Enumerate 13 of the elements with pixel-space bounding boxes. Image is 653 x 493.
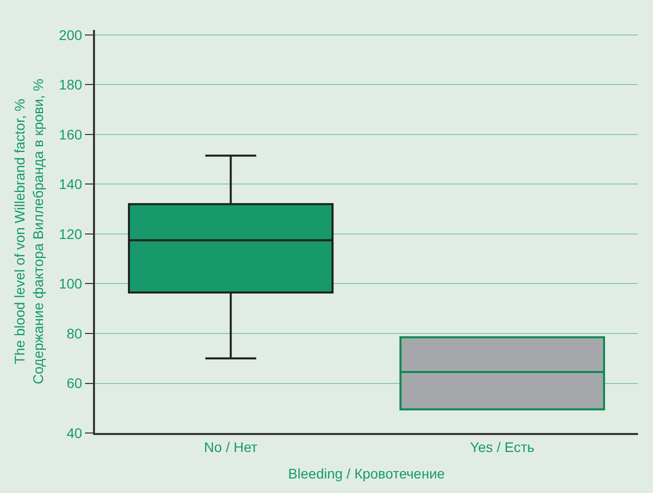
y-axis-title: The blood level of von Willebrand factor, % Содержание фактора Виллебранда в крови, % — [12, 78, 46, 384]
y-tick-label: 40 — [66, 424, 82, 441]
y-tick-label: 100 — [58, 276, 82, 292]
x-axis-title: Bleeding / Кровотечение — [288, 466, 446, 482]
y-tick-label: 120 — [58, 226, 82, 242]
x-tick-label: No / Нет — [204, 438, 258, 455]
y-tick-label: 160 — [58, 126, 82, 142]
y-tick-label: 140 — [58, 176, 82, 192]
y-tick-label: 80 — [66, 325, 82, 342]
y-tick-label: 180 — [58, 76, 82, 93]
x-tick-label: Yes / Есть — [470, 438, 534, 455]
y-tick-label: 60 — [66, 375, 82, 392]
y-tick-label: 200 — [58, 26, 82, 43]
